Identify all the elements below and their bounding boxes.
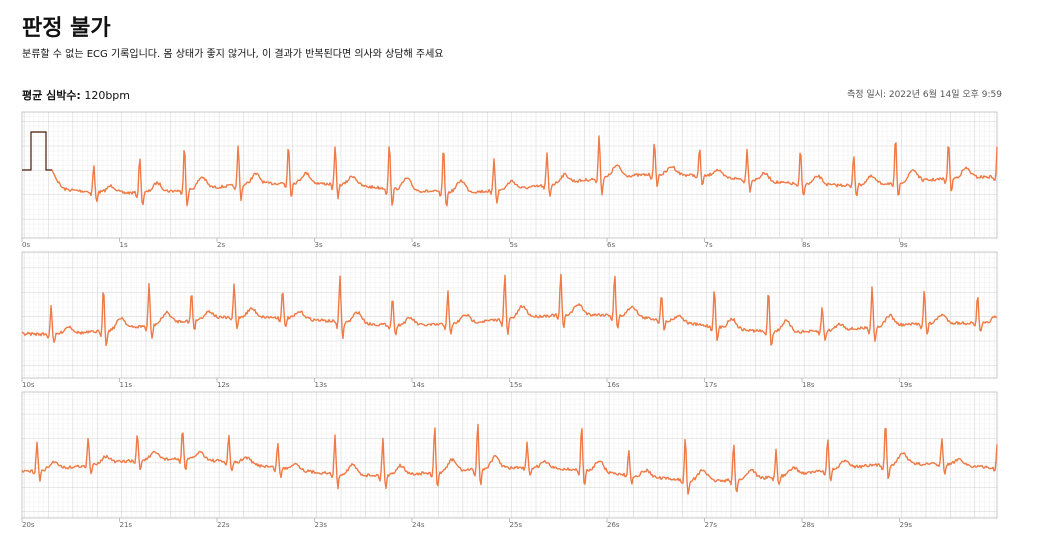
tick-label: 15s	[510, 381, 523, 389]
ecg-trace	[22, 131, 998, 207]
tick-label: 14s	[412, 381, 425, 389]
ecg-trace	[21, 273, 998, 347]
tick-label: 28s	[802, 521, 815, 529]
tick-label: 11s	[120, 381, 133, 389]
tick-label: 16s	[607, 381, 620, 389]
tick-label: 23s	[315, 521, 328, 529]
calibration-pulse	[22, 131, 52, 171]
subtitle: 분류할 수 없는 ECG 기록입니다. 몸 상태가 좋지 않거나, 이 결과가 …	[22, 49, 444, 60]
tick-label: 9s	[900, 241, 908, 249]
tick-label: 8s	[802, 241, 810, 249]
measured-date: 측정 일시: 2022년 6월 14일 오후 9:59	[846, 90, 1002, 100]
tick-label: 26s	[607, 521, 620, 529]
grid	[21, 251, 998, 379]
tick-label: 18s	[802, 381, 815, 389]
ecg-trace	[21, 423, 998, 495]
heart-rate: 평균 심박수: 120bpm	[22, 87, 130, 103]
title: 판정 불가	[22, 16, 111, 41]
tick-label: 10s	[22, 381, 35, 389]
tick-label: 21s	[120, 521, 133, 529]
tick-label: 2s	[217, 241, 225, 249]
grid	[21, 391, 998, 519]
tick-label: 22s	[217, 521, 230, 529]
tick-label: 24s	[412, 521, 425, 529]
tick-label: 0s	[22, 241, 30, 249]
tick-label: 12s	[217, 381, 230, 389]
tick-label: 29s	[900, 521, 913, 529]
tick-label: 13s	[315, 381, 328, 389]
grid	[21, 111, 998, 239]
tick-label: 27s	[705, 521, 718, 529]
tick-label: 25s	[510, 521, 523, 529]
tick-label: 19s	[900, 381, 913, 389]
tick-label: 6s	[607, 241, 615, 249]
tick-label: 5s	[510, 241, 518, 249]
tick-label: 1s	[120, 241, 128, 249]
heart-rate-label: 평균 심박수:	[22, 89, 81, 102]
tick-label: 7s	[705, 241, 713, 249]
tick-label: 17s	[705, 381, 718, 389]
tick-label: 3s	[315, 241, 323, 249]
tick-label: 4s	[412, 241, 420, 249]
tick-label: 20s	[22, 521, 35, 529]
heart-rate-value: 120bpm	[84, 89, 131, 102]
